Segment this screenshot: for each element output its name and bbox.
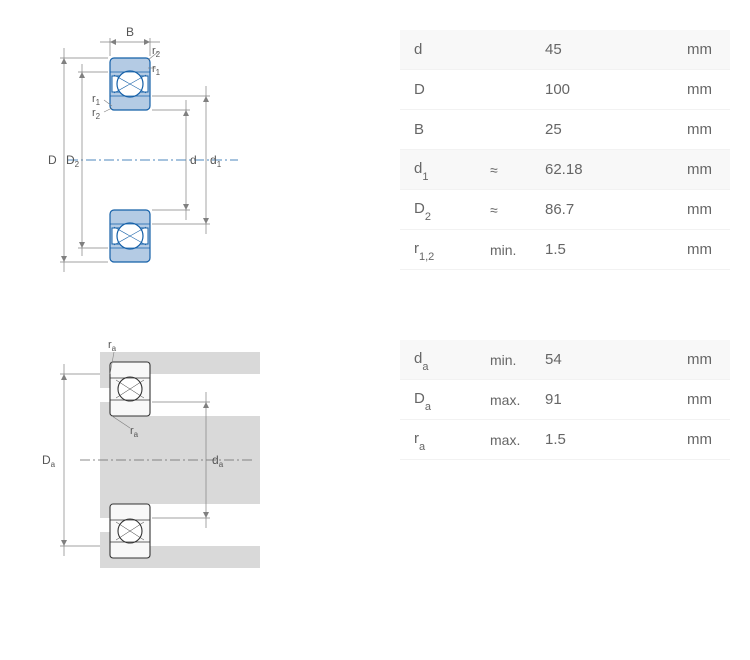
spec-symbol: D2	[400, 200, 490, 220]
spec-unit: mm	[645, 161, 730, 178]
abutment-table: damin.54mmDamax.91mmramax.1.5mm	[400, 330, 730, 590]
spec-unit: mm	[645, 201, 730, 218]
spec-row: d 45mm	[400, 30, 730, 70]
spec-symbol: d1	[400, 160, 490, 180]
spec-value: 100	[545, 81, 645, 98]
spec-value: 91	[545, 391, 645, 408]
spec-row: d1≈62.18mm	[400, 150, 730, 190]
label-D: D	[48, 153, 57, 167]
spec-unit: mm	[645, 81, 730, 98]
spec-unit: mm	[645, 431, 730, 448]
spec-row: ramax.1.5mm	[400, 420, 730, 460]
spec-row: D 100mm	[400, 70, 730, 110]
spec-unit: mm	[645, 351, 730, 368]
spec-row: r1,2min.1.5mm	[400, 230, 730, 270]
spec-qualifier: max.	[490, 392, 545, 408]
label-r1-side: r1	[92, 93, 101, 107]
spec-value: 25	[545, 121, 645, 138]
spec-symbol: D	[400, 81, 490, 98]
label-Da: Da	[42, 453, 56, 469]
bearing-cross-section-svg: B r2 r1 r1 r2 D	[30, 20, 250, 280]
spec-unit: mm	[645, 41, 730, 58]
label-r2-side: r2	[92, 107, 101, 121]
spec-value: 45	[545, 41, 645, 58]
spec-qualifier: min.	[490, 352, 545, 368]
spec-value: 1.5	[545, 431, 645, 448]
spec-symbol: da	[400, 350, 490, 370]
bearing-diagram-2: ra ra Da da	[20, 330, 400, 590]
dimensions-table: d45mmD100mmB25mmd1≈62.18mmD2≈86.7mmr1,2m…	[400, 20, 730, 280]
spec-value: 1.5	[545, 241, 645, 258]
spec-value: 86.7	[545, 201, 645, 218]
spec-qualifier: max.	[490, 432, 545, 448]
spec-unit: mm	[645, 121, 730, 138]
spec-symbol: r1,2	[400, 240, 490, 260]
label-ra-top: ra	[108, 339, 117, 353]
bearing-diagram-1: B r2 r1 r1 r2 D	[20, 20, 400, 280]
spec-value: 54	[545, 351, 645, 368]
spec-row: D2≈86.7mm	[400, 190, 730, 230]
spec-row: Damax.91mm	[400, 380, 730, 420]
spec-value: 62.18	[545, 161, 645, 178]
label-d: d	[190, 153, 197, 167]
section-dimensions: B r2 r1 r1 r2 D	[20, 20, 730, 280]
spec-symbol: Da	[400, 390, 490, 410]
label-d1: d1	[210, 153, 222, 169]
spec-qualifier: min.	[490, 242, 545, 258]
spec-row: damin.54mm	[400, 340, 730, 380]
spec-symbol: d	[400, 41, 490, 58]
spec-qualifier: ≈	[490, 162, 545, 178]
label-r2-top: r2	[152, 45, 161, 59]
section-abutment: ra ra Da da damin.54mmDamax	[20, 330, 730, 590]
label-D2: D2	[66, 153, 80, 169]
spec-unit: mm	[645, 241, 730, 258]
spec-symbol: ra	[400, 430, 490, 450]
spec-qualifier: ≈	[490, 202, 545, 218]
label-B: B	[126, 25, 134, 39]
bearing-mounting-svg: ra ra Da da	[30, 330, 260, 590]
spec-symbol: B	[400, 121, 490, 138]
spec-unit: mm	[645, 391, 730, 408]
label-r1-top: r1	[152, 63, 161, 77]
spec-row: B 25mm	[400, 110, 730, 150]
